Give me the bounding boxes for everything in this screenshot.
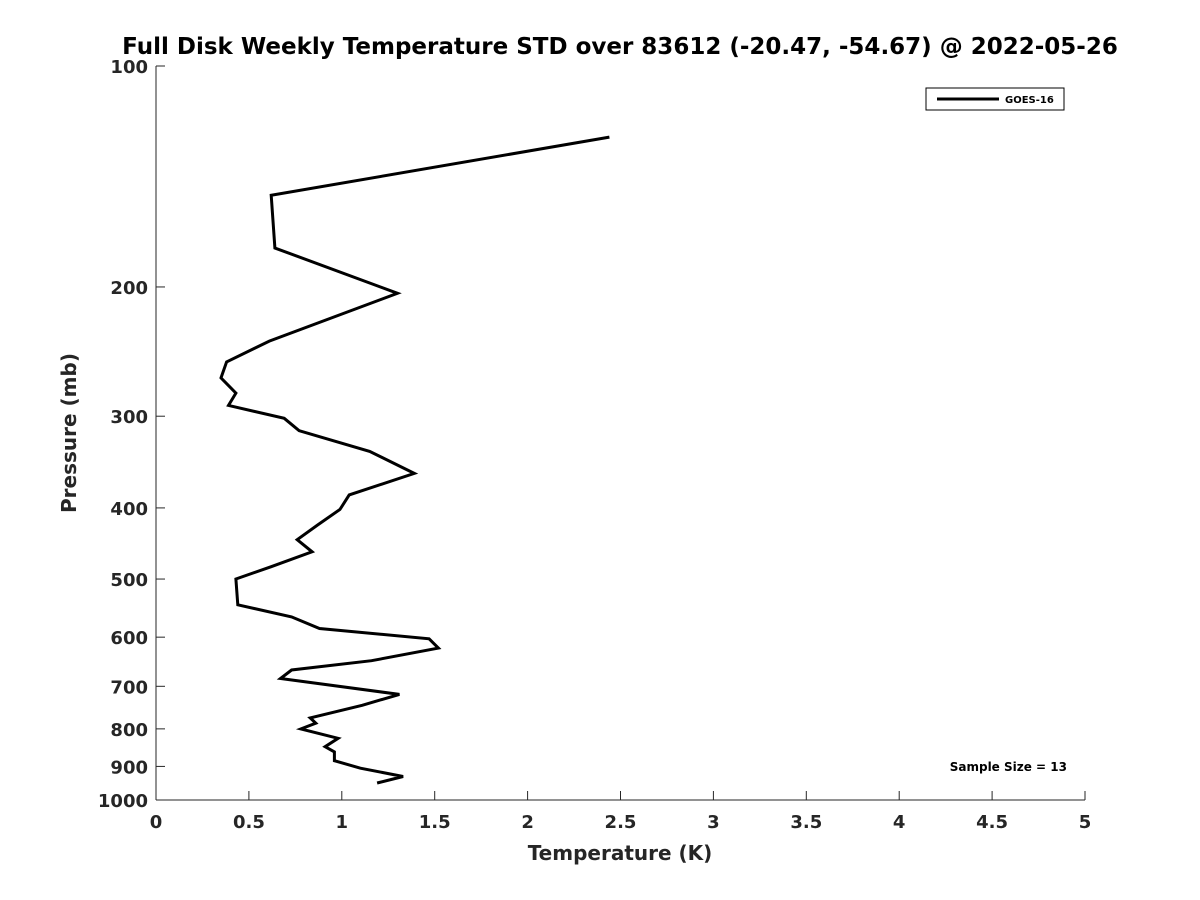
y-tick-label: 100	[110, 57, 148, 78]
y-tick-label: 800	[110, 720, 148, 741]
legend: GOES-16	[925, 87, 1065, 111]
x-tick-label: 4.5	[976, 812, 1008, 833]
y-tick-label: 200	[110, 278, 148, 299]
y-tick-label: 700	[110, 677, 148, 698]
x-tick-label: 2.5	[605, 812, 637, 833]
series-line-goes-16	[219, 135, 610, 785]
y-tick-label: 300	[110, 407, 148, 428]
x-tick-label: 1.5	[419, 812, 451, 833]
x-tick-label: 3	[707, 812, 720, 833]
x-tick-label: 5	[1079, 812, 1092, 833]
sample-size-annotation: Sample Size = 13	[950, 760, 1067, 774]
x-tick-label: 0	[150, 812, 163, 833]
y-tick-label: 1000	[98, 791, 148, 812]
y-tick-label: 600	[110, 628, 148, 649]
legend-entry-goes-16: GOES-16	[1005, 95, 1054, 106]
y-tick-label: 400	[110, 499, 148, 520]
y-tick-label: 500	[110, 570, 148, 591]
x-tick-label: 0.5	[233, 812, 265, 833]
x-tick-label: 4	[893, 812, 906, 833]
x-axis-label: Temperature (K)	[528, 841, 713, 865]
y-tick-label: 900	[110, 757, 148, 778]
plot-area: 0 0.5 1 1.5 2 2.5 3 3.5 4 4.5 5 100 200 300 400 500 600 7…	[98, 57, 1091, 833]
x-tick-label: 3.5	[790, 812, 822, 833]
y-axis-label: Pressure (mb)	[57, 353, 81, 513]
chart-title: Full Disk Weekly Temperature STD over 83…	[122, 34, 1118, 60]
x-tick-label: 1	[336, 812, 349, 833]
x-tick-label: 2	[521, 812, 534, 833]
